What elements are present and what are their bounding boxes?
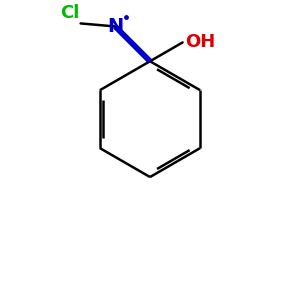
Text: OH: OH (185, 33, 216, 51)
Text: N: N (107, 17, 123, 36)
Text: Cl: Cl (60, 4, 79, 22)
